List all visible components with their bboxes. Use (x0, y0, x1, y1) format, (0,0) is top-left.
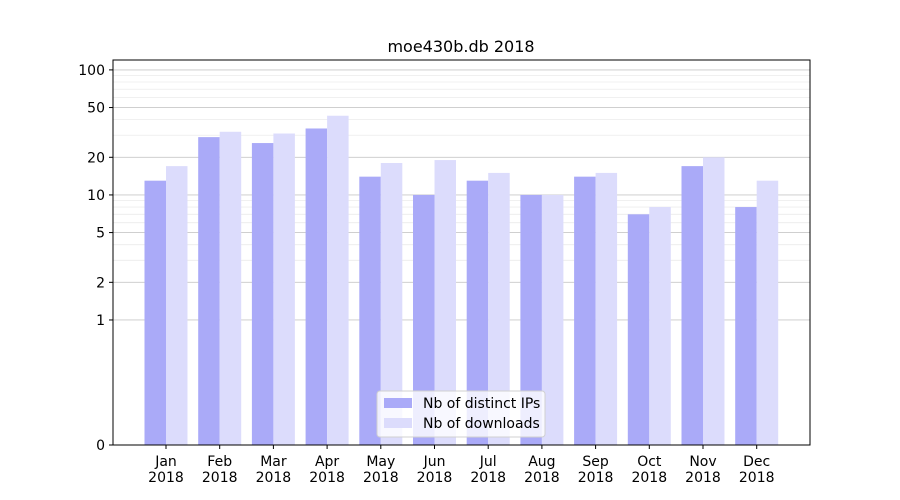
bar-distinct-ips-jun (413, 194, 435, 445)
legend-box (376, 390, 546, 438)
x-tick-label-month: Jun (423, 454, 446, 470)
bar-distinct-ips-apr (305, 128, 328, 445)
x-tick-label-month: Dec (743, 454, 770, 470)
bar-distinct-ips-jul (466, 180, 489, 445)
bar-distinct-ips-dec (735, 207, 757, 445)
bar-downloads-jul (488, 172, 510, 445)
x-tick-label-month: Apr (315, 454, 339, 470)
legend-swatch (384, 418, 412, 428)
bar-distinct-ips-sep (574, 176, 596, 445)
bar-downloads-feb (219, 131, 242, 445)
x-tick-label-year: 2018 (578, 470, 614, 486)
x-tick-label-year: 2018 (148, 470, 184, 486)
x-axis: Jan2018Feb2018Mar2018Apr2018May2018Jun20… (148, 445, 775, 486)
bars-layer (144, 115, 779, 445)
bar-downloads-jan (166, 166, 188, 445)
bar-downloads-dec (756, 180, 779, 445)
bar-downloads-nov (703, 157, 725, 445)
bar-distinct-ips-nov (681, 166, 703, 445)
chart-title: moe430b.db 2018 (387, 37, 534, 56)
x-tick-label-month: Feb (207, 454, 232, 470)
bar-distinct-ips-mar (251, 143, 274, 445)
x-tick-label-month: Jul (479, 454, 497, 470)
y-axis: 0 1 2 5 10 20 50 100 (78, 63, 113, 454)
bar-distinct-ips-oct (627, 214, 650, 445)
bar-downloads-may (380, 163, 403, 445)
y-tick-label: 50 (87, 101, 105, 117)
x-tick-label-year: 2018 (470, 470, 506, 486)
plot-frame (112, 59, 811, 446)
x-tick-label-year: 2018 (202, 470, 238, 486)
x-tick-label-year: 2018 (524, 470, 560, 486)
y-tick-label: 100 (78, 63, 105, 79)
x-tick-label-month: Jan (154, 454, 177, 470)
y-tick-label: 0 (96, 438, 105, 454)
y-tick-label: 2 (96, 275, 105, 291)
bar-downloads-oct (649, 207, 671, 445)
x-tick-label-year: 2018 (739, 470, 775, 486)
x-tick-label-year: 2018 (256, 470, 292, 486)
y-tick-label: 10 (87, 188, 105, 204)
legend: Nb of distinct IPs Nb of downloads (376, 390, 546, 438)
x-tick-label-month: May (366, 454, 395, 470)
x-tick-label-month: Oct (637, 454, 662, 470)
y-tick-label: 20 (87, 150, 105, 166)
bar-downloads-aug (541, 194, 564, 445)
bar-downloads-apr (327, 115, 349, 445)
bar-downloads-sep (595, 172, 618, 445)
bar-distinct-ips-jan (144, 180, 166, 445)
bar-downloads-jun (434, 160, 456, 445)
bar-distinct-ips-aug (520, 194, 542, 445)
x-tick-label-year: 2018 (631, 470, 667, 486)
x-tick-label-year: 2018 (363, 470, 399, 486)
legend-label: Nb of downloads (423, 416, 540, 432)
x-tick-label-month: Sep (582, 454, 609, 470)
x-tick-label-month: Nov (689, 454, 716, 470)
y-tick-label: 5 (96, 226, 105, 242)
y-tick-label: 1 (96, 313, 105, 329)
x-tick-label-month: Mar (260, 454, 287, 470)
x-tick-label-year: 2018 (309, 470, 345, 486)
legend-label: Nb of distinct IPs (423, 396, 540, 412)
x-tick-label-month: Aug (528, 454, 555, 470)
bar-distinct-ips-may (359, 176, 381, 445)
x-tick-label-year: 2018 (685, 470, 721, 486)
x-tick-label-year: 2018 (417, 470, 453, 486)
bar-distinct-ips-feb (198, 137, 220, 445)
legend-swatch (384, 398, 412, 408)
bar-downloads-mar (273, 133, 295, 445)
